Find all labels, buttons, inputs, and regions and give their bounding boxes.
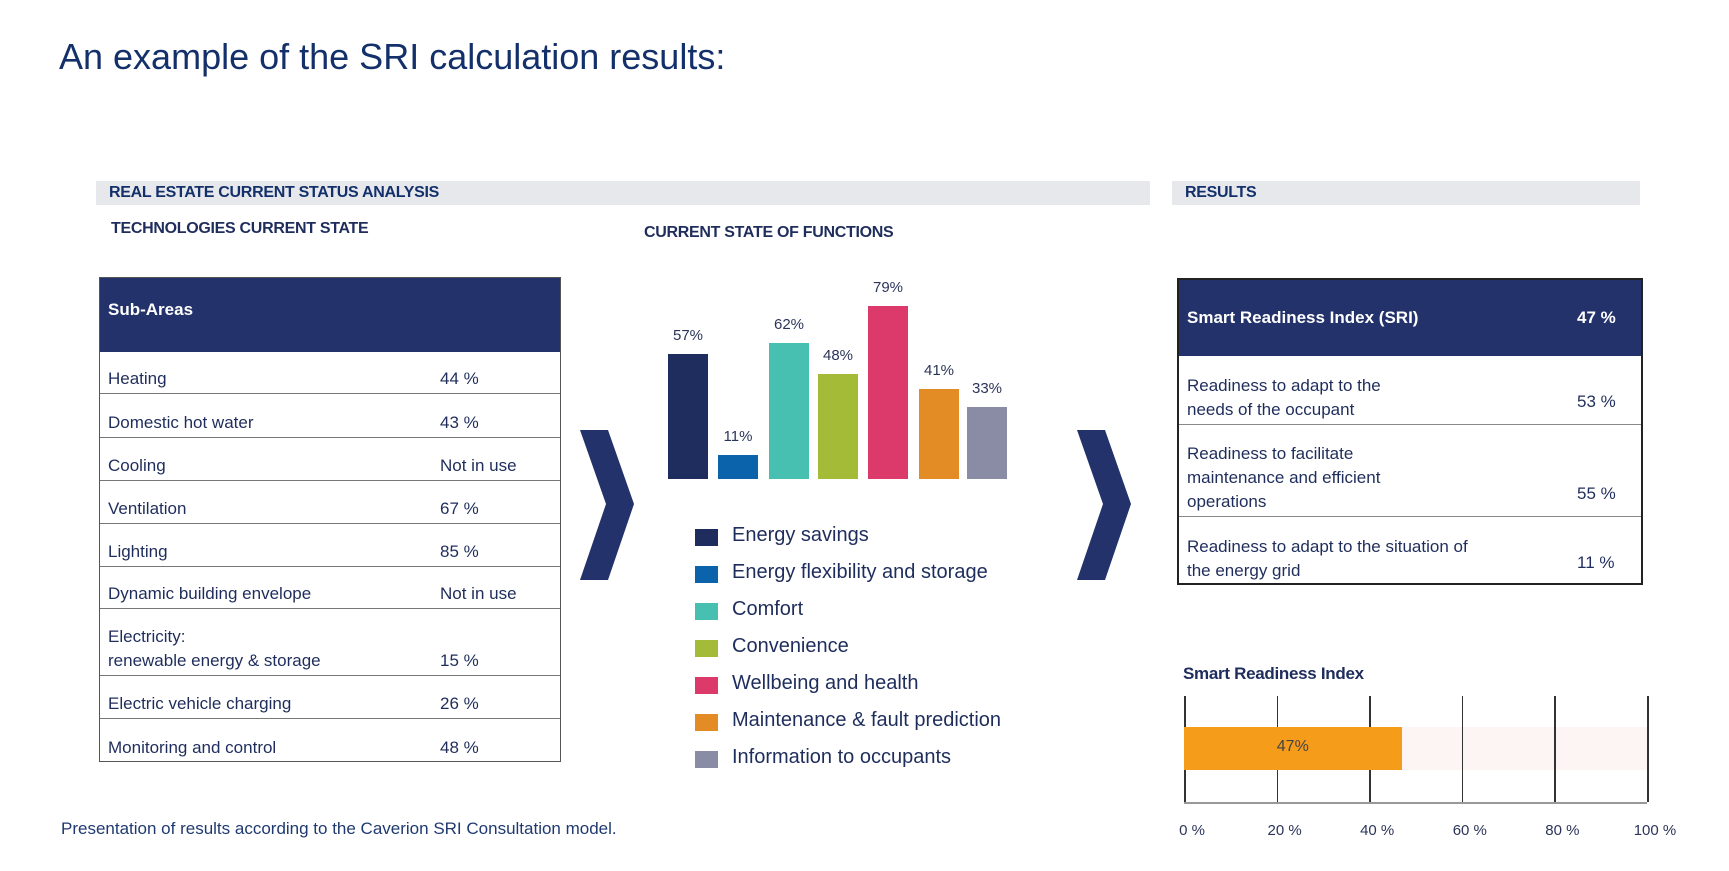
result-label: Readiness to adapt to the needs of the o…	[1187, 376, 1381, 419]
tick-label: 100 %	[1633, 822, 1677, 839]
sub-area-value: Not in use	[440, 456, 517, 475]
bar-data-label: 41%	[923, 362, 955, 380]
functions-title: CURRENT STATE OF FUNCTIONS	[644, 224, 894, 241]
sub-area-value: 48 %	[440, 738, 479, 757]
bar	[769, 343, 809, 479]
chevron-right-icon	[580, 430, 634, 580]
bar	[967, 406, 1007, 479]
table-row: Dynamic building envelope Not in use	[100, 567, 560, 609]
result-row: Readiness to adapt to the needs of the o…	[1179, 356, 1641, 425]
technologies-table: Sub-Areas Heating 44 % Domestic hot water 4…	[99, 277, 561, 762]
results-table: Smart Readiness Index (SRI) 47 % Readine…	[1177, 278, 1643, 585]
legend-label: Energy savings	[732, 524, 869, 546]
tick-label: 0 %	[1179, 822, 1205, 839]
result-value: 55 %	[1577, 484, 1616, 503]
legend-label: Convenience	[732, 635, 849, 657]
legend-swatch	[695, 529, 718, 546]
legend-swatch	[695, 714, 718, 731]
gridline	[1461, 696, 1464, 802]
bar	[919, 389, 959, 479]
sub-area-value: 67 %	[440, 499, 479, 518]
sub-area-value: Not in use	[440, 584, 517, 603]
sri-label: Smart Readiness Index (SRI)	[1187, 308, 1419, 327]
result-value: 53 %	[1577, 392, 1616, 411]
sub-area-label: Ventilation	[108, 499, 187, 518]
bar	[668, 354, 708, 479]
sri-chart-title: Smart Readiness Index	[1183, 664, 1364, 683]
result-row: Readiness to facilitate maintenance and …	[1179, 425, 1641, 517]
legend-swatch	[695, 640, 718, 657]
tick-label: 80 %	[1545, 822, 1580, 839]
bar-data-label: 79%	[872, 279, 904, 296]
bar-data-label: 11%	[723, 427, 753, 445]
legend-label: Comfort	[732, 598, 804, 620]
sub-area-value: 15 %	[440, 651, 479, 670]
sub-area-label: Electric vehicle charging	[108, 694, 292, 713]
table-header: Sub-Areas	[100, 278, 560, 352]
result-value: 11 %	[1577, 553, 1615, 572]
legend-label: Wellbeing and health	[732, 672, 919, 694]
bar-data-label: 62%	[773, 316, 805, 334]
sub-area-label: Electricity: renewable energy & storage	[108, 627, 321, 670]
tick-label: 40 %	[1360, 822, 1395, 839]
bar-data-label: 48%	[822, 346, 854, 364]
table-row: Lighting 85 %	[100, 524, 560, 567]
legend-label: Information to occupants	[732, 746, 952, 768]
section-header-analysis: REAL ESTATE CURRENT STATUS ANALYSIS	[96, 181, 1150, 205]
sub-area-label: Cooling	[108, 456, 166, 475]
table-row: Heating 44 %	[100, 352, 560, 394]
table-row: Domestic hot water 43 %	[100, 394, 560, 438]
tick-label: 20 %	[1267, 822, 1302, 839]
technologies-title: TECHNOLOGIES CURRENT STATE	[111, 220, 369, 237]
result-label: Readiness to facilitate maintenance and …	[1187, 444, 1381, 511]
bar-data-label: 33%	[971, 379, 1003, 397]
chevron-right-icon	[1077, 430, 1131, 580]
table-row: Electric vehicle charging 26 %	[100, 676, 560, 719]
result-label: Readiness to adapt to the situation of t…	[1187, 537, 1468, 580]
legend-swatch	[695, 603, 718, 620]
gridline	[1554, 696, 1556, 802]
table-row: Electricity: renewable energy & storage 1…	[100, 609, 560, 676]
sri-header-row: Smart Readiness Index (SRI) 47 %	[1179, 280, 1641, 356]
page-title: An example of the SRI calculation result…	[59, 36, 726, 77]
sub-area-value: 44 %	[440, 369, 479, 388]
section-header-results: RESULTS	[1172, 181, 1640, 205]
sub-area-value: 26 %	[440, 694, 479, 713]
result-row: Readiness to adapt to the situation of t…	[1179, 517, 1641, 585]
footer-note: Presentation of results according to the…	[61, 819, 617, 838]
legend-swatch	[695, 677, 718, 694]
bar	[818, 373, 858, 479]
legend-swatch	[695, 566, 718, 583]
sri-bar-data-label: 47%	[1276, 738, 1309, 755]
legend-swatch	[695, 751, 718, 768]
bar	[718, 454, 758, 479]
gridline	[1647, 696, 1649, 802]
sub-area-label: Dynamic building envelope	[108, 584, 312, 603]
sub-area-value: 85 %	[440, 542, 479, 561]
x-axis-line	[1184, 802, 1647, 804]
bar-data-label: 57%	[672, 327, 704, 345]
table-row: Cooling Not in use	[100, 438, 560, 481]
sub-area-value: 43 %	[440, 413, 479, 432]
section-header-label: RESULTS	[1185, 184, 1257, 201]
table-row: Monitoring and control 48 %	[100, 719, 560, 762]
table-row: Ventilation 67 %	[100, 481, 560, 524]
header-sub-areas: Sub-Areas	[108, 300, 194, 319]
sri-bar-fill	[1184, 727, 1402, 770]
legend-label: Maintenance & fault prediction	[732, 709, 1002, 731]
sub-area-label: Monitoring and control	[108, 738, 277, 757]
sub-area-label: Domestic hot water	[108, 413, 254, 432]
bar	[868, 306, 908, 479]
legend-label: Energy flexibility and storage	[732, 561, 988, 583]
sub-area-label: Lighting	[108, 542, 168, 561]
sri-value: 47 %	[1577, 308, 1616, 327]
tick-label: 60 %	[1452, 822, 1487, 839]
sub-area-label: Heating	[108, 369, 167, 388]
section-header-label: REAL ESTATE CURRENT STATUS ANALYSIS	[109, 184, 439, 201]
